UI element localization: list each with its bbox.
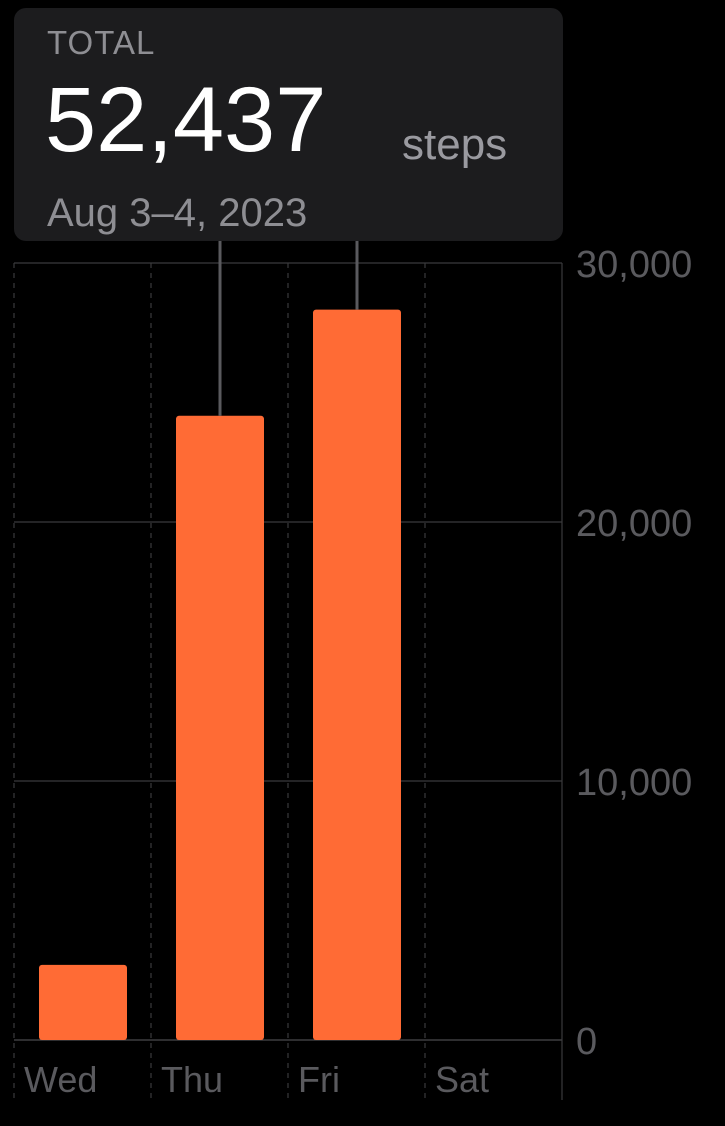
y-tick-label: 10,000 bbox=[576, 762, 692, 804]
y-tick-label: 20,000 bbox=[576, 503, 692, 545]
tooltip-date-range: Aug 3–4, 2023 bbox=[47, 191, 308, 235]
bar-wed bbox=[39, 964, 127, 1040]
y-tick-label: 30,000 bbox=[576, 244, 692, 286]
tooltip-total-value: 52,437 bbox=[45, 69, 327, 171]
selection-tooltip: TOTAL 52,437 steps Aug 3–4, 2023 bbox=[14, 8, 563, 241]
bar-thu bbox=[176, 415, 264, 1040]
tooltip-unit: steps bbox=[402, 120, 508, 169]
bar-fri bbox=[313, 309, 401, 1040]
x-tick-label: Fri bbox=[298, 1059, 340, 1100]
tooltip-label: TOTAL bbox=[47, 24, 156, 61]
x-tick-label: Sat bbox=[435, 1059, 489, 1100]
y-tick-label: 0 bbox=[576, 1021, 597, 1063]
x-tick-label: Thu bbox=[161, 1059, 223, 1100]
x-tick-label: Wed bbox=[24, 1059, 97, 1100]
